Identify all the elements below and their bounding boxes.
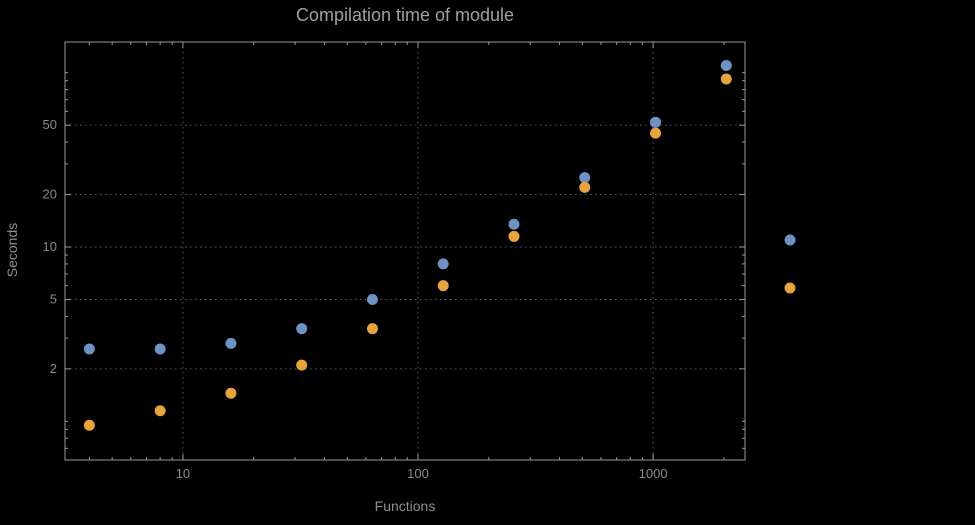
data-point-series-2 [720,73,732,85]
y-tick-label: 2 [50,361,57,376]
data-point-series-1 [296,323,308,335]
data-point-series-1 [720,59,732,71]
legend-marker-1 [784,234,796,246]
data-point-series-1 [508,218,520,230]
data-point-series-1 [437,258,449,270]
chart-title: Compilation time of module [295,5,515,25]
data-point-series-2 [579,181,591,193]
data-point-series-1 [154,343,166,355]
x-tick-label: 1000 [639,466,668,481]
data-point-series-2 [366,323,378,335]
data-point-series-2 [225,387,237,399]
data-point-series-1 [579,172,591,184]
data-point-series-1 [650,116,662,128]
x-tick-label: 10 [176,466,190,481]
y-tick-label: 10 [43,239,57,254]
y-tick-label: 20 [43,187,57,202]
data-point-series-2 [296,359,308,371]
data-point-series-1 [225,337,237,349]
data-point-series-1 [83,343,95,355]
plot-frame [64,41,746,461]
data-point-series-2 [154,405,166,417]
y-tick-label: 50 [43,117,57,132]
data-point-series-2 [650,127,662,139]
x-tick-label: 100 [407,466,429,481]
data-point-series-2 [83,419,95,431]
data-point-series-2 [437,280,449,292]
x-axis-label: Functions [374,498,436,514]
data-point-series-1 [366,293,378,305]
data-point-series-2 [508,230,520,242]
legend-marker-2 [784,282,796,294]
y-tick-label: 5 [50,291,57,306]
